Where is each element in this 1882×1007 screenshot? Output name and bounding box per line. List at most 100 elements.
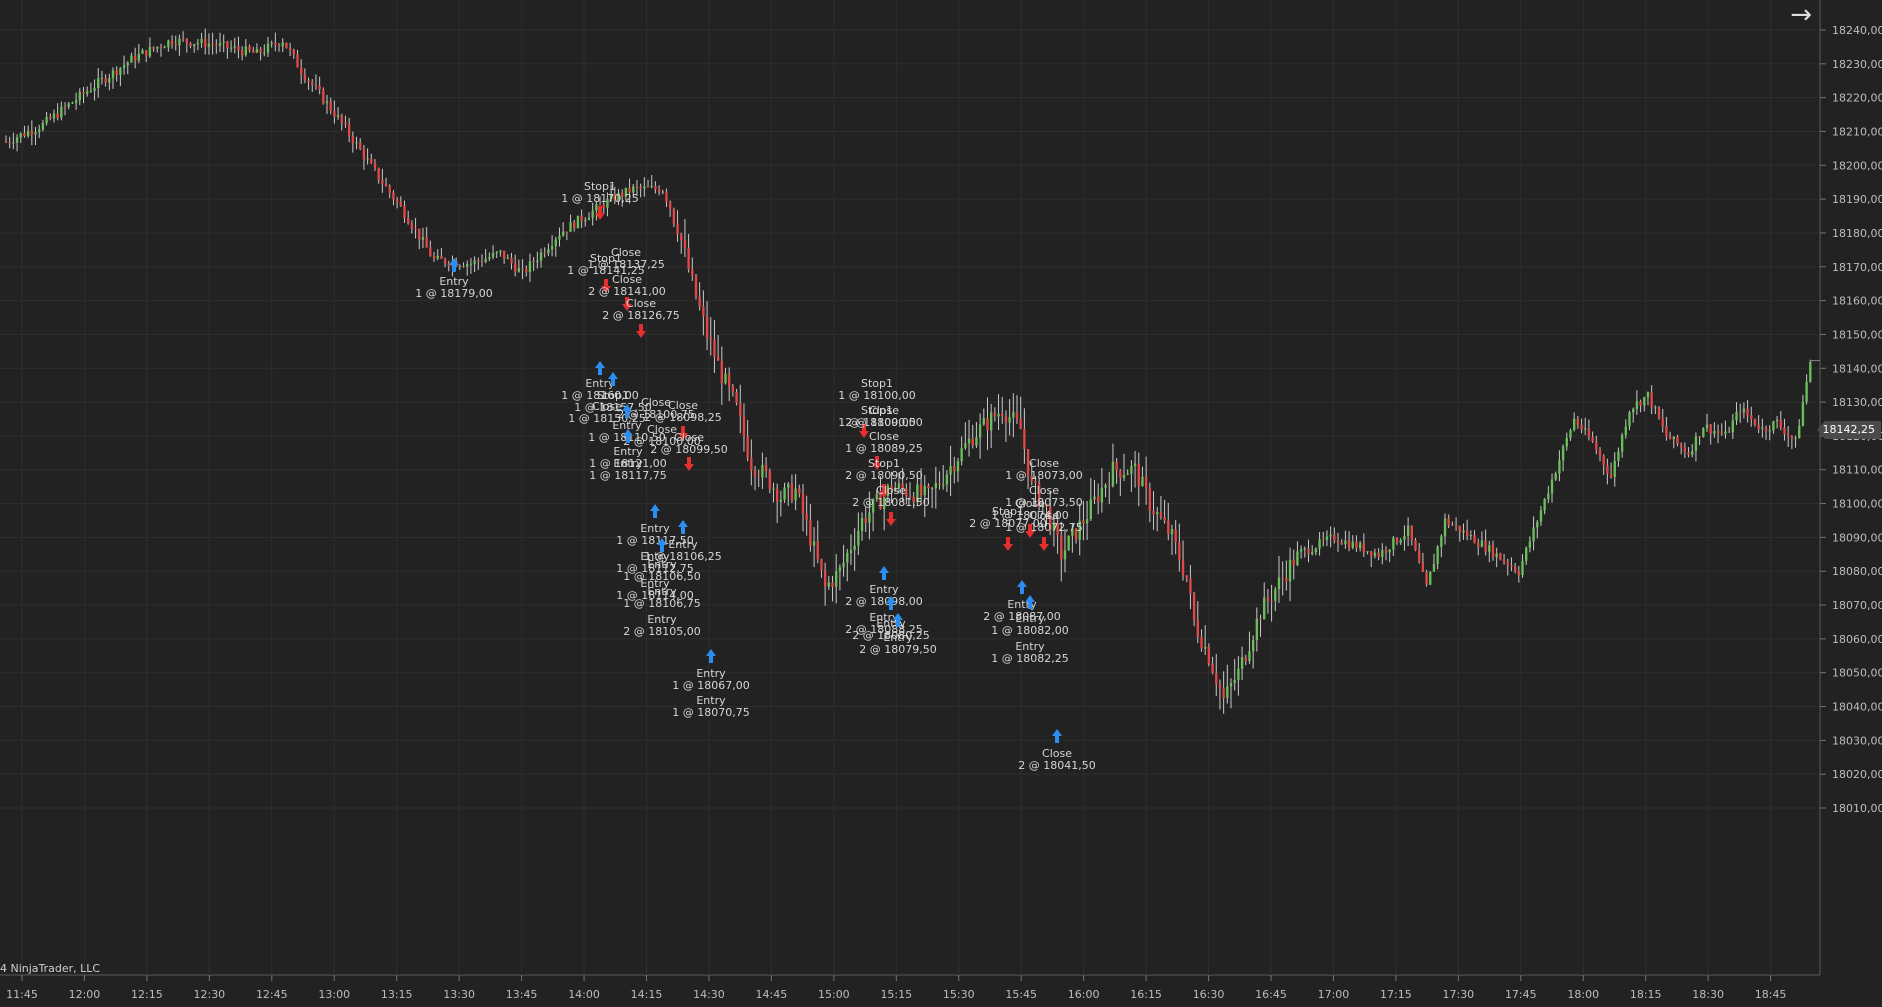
candle-body — [1119, 470, 1122, 478]
trade-label: Stop1 — [868, 457, 900, 470]
candle-body — [1377, 552, 1380, 557]
candle-body — [1159, 512, 1163, 518]
candle-body — [192, 44, 196, 47]
candle-body — [480, 261, 484, 263]
trade-label: Close — [674, 431, 704, 444]
buy-arrow-icon — [886, 596, 896, 610]
candle-body — [89, 90, 93, 92]
candle-body — [1019, 418, 1022, 429]
candle-body — [1023, 428, 1026, 450]
x-tick-label: 12:00 — [69, 988, 101, 1001]
candle-body — [654, 186, 657, 190]
candle-body — [1609, 473, 1613, 478]
candle-body — [355, 142, 358, 144]
x-tick-label: 13:30 — [443, 988, 475, 1001]
buy-arrow-icon — [1017, 580, 1027, 594]
candle-body — [34, 131, 37, 135]
candle-body — [879, 493, 882, 510]
x-tick-label: 17:45 — [1505, 988, 1537, 1001]
candle-body — [1078, 520, 1081, 540]
candle-body — [1381, 549, 1384, 557]
candle-body — [56, 113, 59, 118]
candle-body — [329, 101, 332, 111]
arrow-right-icon[interactable]: → — [1790, 0, 1812, 30]
candle-body — [1517, 571, 1520, 576]
candle-body — [1355, 541, 1358, 549]
candle-body — [801, 493, 805, 514]
candle-body — [495, 252, 498, 254]
candle-body — [646, 186, 650, 188]
buy-arrow-icon — [449, 258, 459, 272]
y-tick-label: 18190,00 — [1832, 193, 1882, 206]
candle-body — [137, 53, 141, 61]
y-tick-label: 18180,00 — [1832, 227, 1882, 240]
candle-body — [458, 265, 462, 267]
trade-price: 2 @ 18126,75 — [602, 309, 679, 322]
candle-body — [1296, 551, 1299, 566]
trade-price: 2 @ 18105,00 — [623, 625, 700, 638]
candle-body — [469, 263, 473, 265]
trade-label: Close — [1029, 484, 1059, 497]
candle-body — [1266, 597, 1270, 601]
candle-body — [233, 46, 236, 48]
candle-body — [204, 38, 207, 48]
candle-body — [156, 47, 159, 49]
trade-label: Entry — [640, 522, 670, 535]
candle-body — [1001, 413, 1004, 417]
x-tick-label: 13:00 — [318, 988, 350, 1001]
trade-label: Entry — [613, 445, 643, 458]
candle-body — [1314, 548, 1318, 553]
trade-label: Close — [1015, 497, 1045, 510]
candle-body — [639, 186, 642, 189]
candle-body — [1344, 540, 1347, 545]
trade-label: Close — [869, 430, 899, 443]
candle-body — [1425, 571, 1428, 585]
candle-body — [1189, 578, 1192, 594]
trade-label: Entry — [439, 275, 469, 288]
y-tick-label: 18210,00 — [1832, 125, 1882, 138]
candle-body — [1713, 431, 1716, 434]
y-tick-label: 18240,00 — [1832, 24, 1882, 37]
candle-body — [739, 402, 742, 416]
candle-body — [547, 249, 550, 254]
candle-body — [170, 40, 174, 45]
candle-body — [912, 496, 915, 503]
candle-body — [126, 62, 129, 66]
candle-body — [26, 130, 30, 136]
candle-body — [285, 42, 288, 48]
candle-body — [1488, 545, 1491, 552]
candle-body — [1432, 563, 1436, 572]
sell-arrow-icon — [601, 279, 611, 293]
candle-body — [1643, 397, 1646, 406]
y-tick-label: 18090,00 — [1832, 531, 1882, 544]
candle-body — [1484, 540, 1487, 552]
trade-price: 1 @ 18179,00 — [415, 287, 492, 300]
trade-price: 2 @ 18098,25 — [644, 411, 721, 424]
candle-body — [1015, 412, 1019, 419]
candle-body — [1211, 663, 1214, 674]
y-tick-label: 18170,00 — [1832, 261, 1882, 274]
candle-body — [12, 142, 15, 144]
candle-body — [1558, 460, 1561, 474]
x-tick-label: 13:15 — [381, 988, 413, 1001]
candle-body — [687, 248, 690, 270]
candle-body — [259, 49, 262, 53]
candle-body — [381, 179, 384, 184]
candle-body — [1030, 476, 1033, 482]
candle-body — [1082, 520, 1085, 524]
candle-body — [1447, 518, 1450, 525]
candle-body — [1554, 473, 1557, 480]
x-tick-label: 14:45 — [756, 988, 788, 1001]
candle-body — [499, 250, 502, 253]
candle-body — [875, 493, 878, 500]
trade-price: 1 @ 18157,50 — [574, 401, 651, 414]
trade-label: Close — [1042, 747, 1072, 760]
candle-body — [19, 133, 22, 138]
candle-body — [15, 137, 19, 143]
candle-body — [1727, 431, 1731, 433]
candle-body — [713, 339, 716, 357]
buy-arrow-icon — [622, 404, 632, 418]
trade-label: Close — [626, 297, 656, 310]
